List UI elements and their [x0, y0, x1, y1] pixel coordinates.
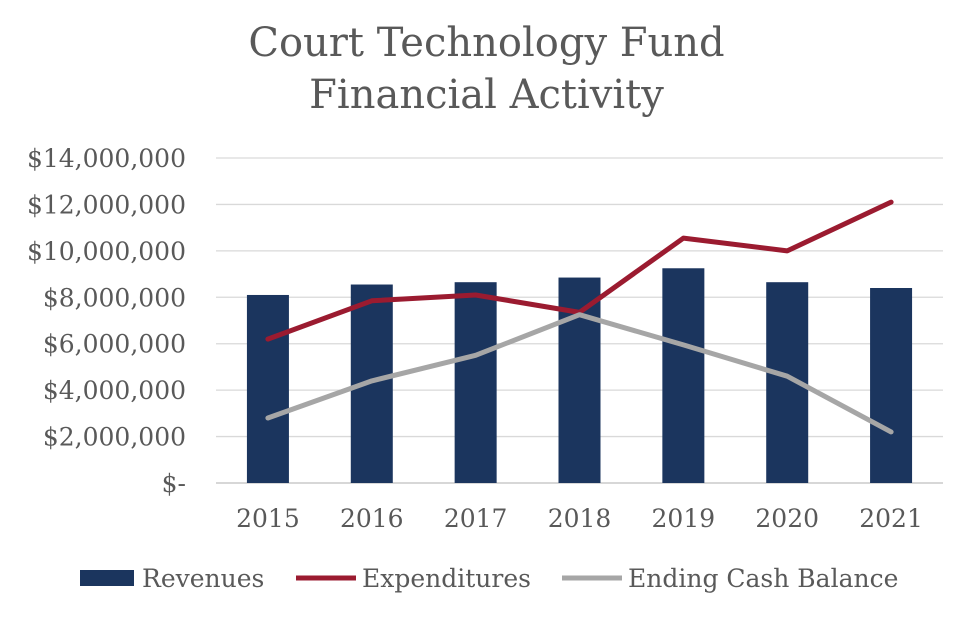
x-tick-label: 2019 — [652, 504, 716, 533]
legend-label-ending-cash-balance: Ending Cash Balance — [628, 564, 898, 593]
chart-title-line-2: Financial Activity — [309, 72, 664, 118]
bar-revenues — [246, 294, 289, 483]
y-tick-label: $6,000,000 — [43, 330, 186, 359]
bar-revenues — [662, 268, 705, 483]
bar-revenues — [454, 282, 497, 483]
x-tick-label: 2020 — [755, 504, 819, 533]
y-tick-label: $4,000,000 — [43, 376, 186, 405]
bar-revenues — [870, 288, 913, 483]
x-tick-label: 2021 — [859, 504, 923, 533]
legend-label-expenditures: Expenditures — [362, 564, 531, 593]
y-tick-label: $8,000,000 — [43, 283, 186, 312]
chart-title-line-1: Court Technology Fund — [248, 20, 725, 66]
legend-swatch-revenues — [80, 570, 134, 586]
x-tick-label: 2015 — [236, 504, 300, 533]
y-tick-label: $10,000,000 — [27, 237, 186, 266]
legend-label-revenues: Revenues — [142, 564, 264, 593]
x-tick-label: 2017 — [444, 504, 508, 533]
x-tick-label: 2018 — [548, 504, 612, 533]
y-tick-label: $- — [162, 469, 186, 498]
y-tick-label: $2,000,000 — [43, 423, 186, 452]
y-tick-label: $12,000,000 — [27, 190, 186, 219]
y-tick-label: $14,000,000 — [27, 144, 186, 173]
x-tick-label: 2016 — [340, 504, 404, 533]
